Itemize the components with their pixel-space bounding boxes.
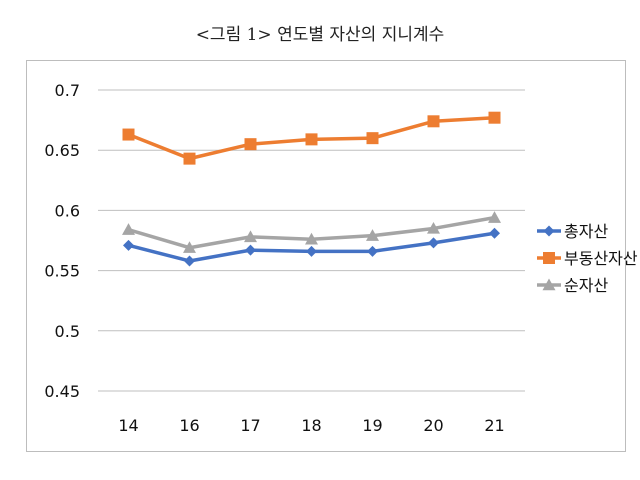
data-point-1-1 [183, 152, 196, 165]
x-tick-label: 20 [423, 416, 443, 435]
legend-label-2: 순자산 [564, 276, 608, 295]
legend-marker-2 [542, 278, 556, 291]
data-point-2-4 [366, 229, 379, 241]
y-tick-label: 0.55 [44, 262, 80, 281]
data-point-0-4 [367, 245, 378, 257]
x-tick-label: 14 [118, 416, 138, 435]
series-layer [122, 111, 501, 267]
data-point-2-1 [183, 241, 196, 253]
legend-marker-1 [543, 252, 555, 264]
x-tick-label: 19 [362, 416, 382, 435]
data-point-2-6 [488, 211, 501, 223]
chart-frame [26, 60, 626, 452]
legend-label-0: 총자산 [564, 222, 608, 241]
y-tick-label: 0.7 [55, 81, 80, 100]
data-point-1-6 [488, 111, 501, 124]
data-point-1-0 [122, 128, 135, 141]
legend-label-1: 부동산자산 [564, 249, 638, 268]
data-point-1-2 [244, 138, 257, 151]
data-point-2-3 [305, 232, 318, 245]
data-point-0-1 [184, 255, 195, 267]
x-tick-label: 18 [301, 416, 321, 435]
data-point-1-3 [305, 133, 318, 146]
legend-marker-0 [543, 225, 555, 237]
data-point-2-2 [244, 230, 257, 243]
y-tick-label: 0.45 [44, 382, 80, 401]
x-tick-label: 16 [179, 416, 199, 435]
data-point-0-0 [123, 239, 134, 251]
chart-title: <그림 1> 연도별 자산의 지니계수 [195, 25, 445, 45]
data-point-1-4 [366, 132, 379, 145]
y-axis-ticks: 0.7 0.65 0.6 0.55 0.5 0.45 [44, 81, 80, 401]
data-point-0-2 [245, 244, 256, 256]
data-point-0-5 [428, 237, 439, 249]
data-point-0-3 [306, 245, 317, 257]
y-tick-label: 0.6 [55, 201, 80, 220]
data-point-1-5 [427, 115, 440, 128]
x-tick-label: 21 [484, 416, 504, 435]
x-axis-ticks: 14 16 17 18 19 20 21 [118, 416, 504, 435]
y-tick-label: 0.65 [44, 141, 80, 160]
x-tick-label: 17 [240, 416, 260, 435]
data-point-2-5 [427, 221, 440, 234]
y-tick-label: 0.5 [55, 322, 80, 341]
data-point-2-0 [122, 223, 135, 235]
data-point-0-6 [489, 227, 500, 239]
